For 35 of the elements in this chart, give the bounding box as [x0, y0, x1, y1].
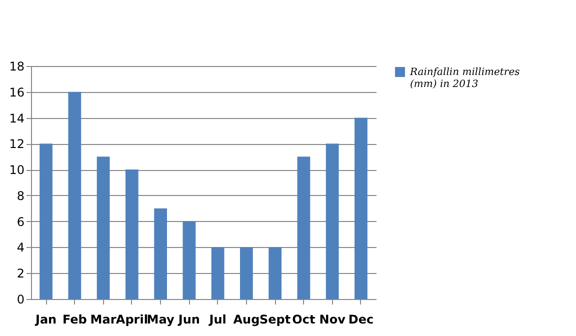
y-tick-label: 4: [16, 240, 24, 255]
x-tick-label: Mar: [90, 312, 116, 326]
x-tick-label: Jul: [208, 312, 226, 326]
bar: [354, 118, 368, 299]
x-tick-label: May: [146, 312, 174, 326]
bar: [68, 92, 82, 299]
x-tick-label: Aug: [233, 312, 260, 326]
bar: [96, 156, 110, 299]
x-tick-label: Feb: [62, 312, 88, 326]
x-tick-label: Nov: [319, 312, 346, 326]
bar: [297, 156, 310, 299]
y-tick-label: 8: [16, 188, 24, 203]
x-tick-label: Dec: [348, 312, 374, 326]
y-tick-label: 12: [9, 137, 24, 152]
bar: [182, 221, 196, 299]
x-tick-label: Oct: [292, 312, 316, 326]
y-tick-label: 10: [9, 163, 24, 178]
y-tick-label: 16: [9, 85, 24, 100]
bar: [40, 144, 52, 299]
bar: [211, 247, 224, 299]
x-tick-label: Jan: [34, 312, 57, 326]
x-tick-label: Sept: [260, 312, 291, 326]
legend-label: Rainfallin millimetres (mm) in 2013: [409, 67, 520, 90]
bar: [326, 144, 339, 299]
bar: [240, 247, 253, 299]
x-tick-label: Jun: [177, 312, 200, 326]
y-tick-label: 0: [16, 292, 24, 306]
bar: [125, 170, 138, 299]
bar: [268, 247, 282, 299]
x-tick-label: April: [116, 312, 148, 326]
bar: [154, 208, 167, 299]
y-tick-label: 2: [16, 266, 24, 281]
y-tick-label: 14: [9, 111, 24, 126]
y-tick-label: 6: [16, 214, 24, 229]
y-tick-label: 18: [9, 60, 24, 74]
